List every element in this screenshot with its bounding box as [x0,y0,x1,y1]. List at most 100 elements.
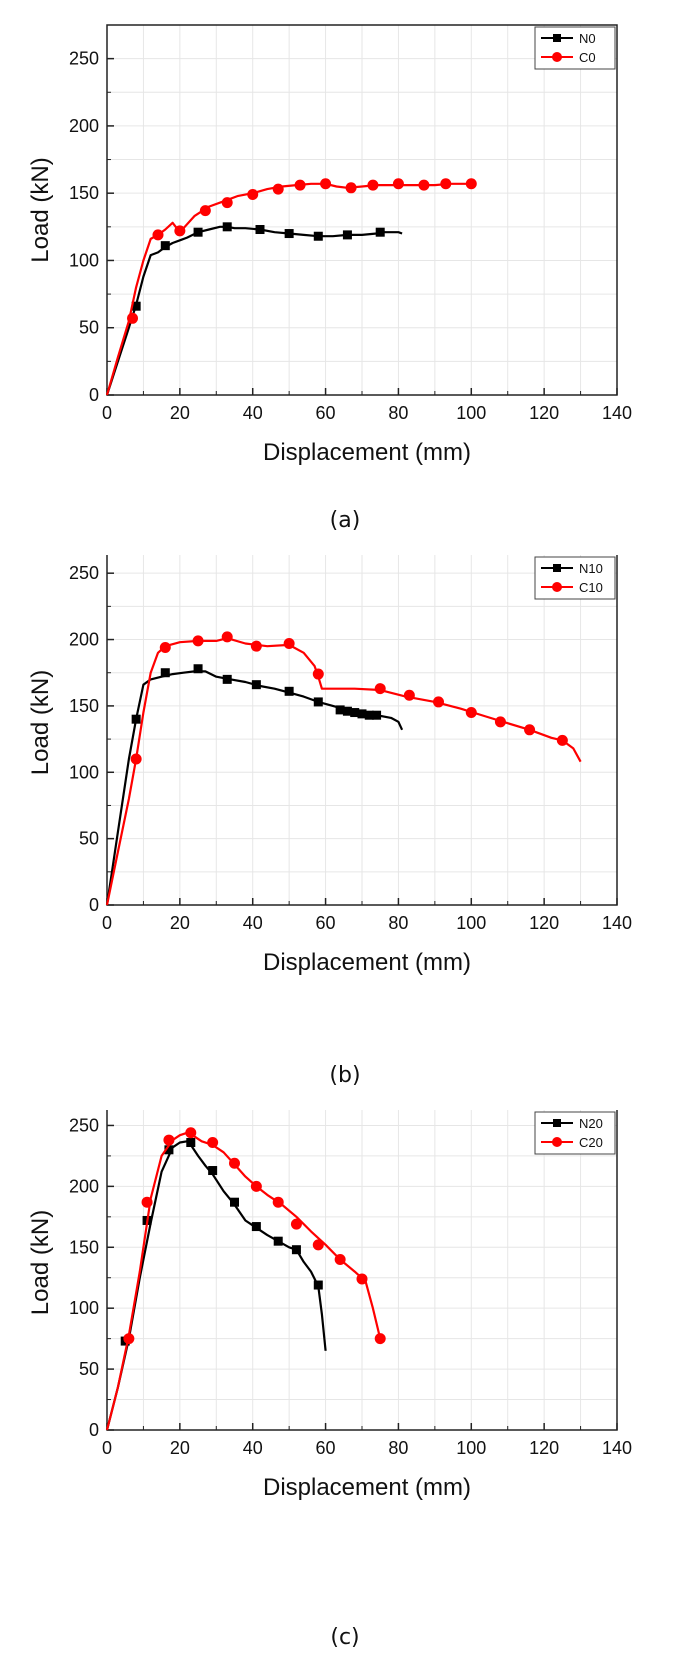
y-tick-label: 100 [69,250,99,270]
x-tick-label: 120 [529,403,559,423]
data-point-n20 [273,1236,283,1246]
y-tick-label: 50 [79,829,99,849]
series-line-n10 [105,670,404,906]
data-point-n20 [251,1222,261,1232]
legend-label: N10 [579,561,603,576]
data-point-n0 [160,241,170,251]
data-point-n0 [193,227,203,237]
legend-swatch-marker [553,1119,561,1127]
data-point-n10 [251,680,261,690]
data-point-c0 [247,189,259,201]
data-point-n10 [372,710,382,720]
y-tick-label: 50 [79,318,99,338]
legend-label: C0 [579,50,596,65]
legend-box [534,556,616,600]
chart-caption: (b) [329,1063,361,1088]
data-point-c0 [152,229,164,241]
data-point-n10 [357,709,367,719]
data-point-c0 [294,179,306,191]
y-tick-label: 150 [69,1237,99,1257]
x-tick-label: 60 [316,913,336,933]
chart-caption: (c) [330,1625,360,1650]
data-point-c10 [403,689,415,701]
data-point-c10 [159,642,171,654]
legend-swatch-marker [552,52,562,62]
data-point-c10 [250,640,262,652]
data-point-c20 [207,1137,219,1149]
x-tick-label: 20 [170,1438,190,1458]
legend-swatch-marker [552,582,562,592]
data-point-n20 [186,1138,196,1148]
chart-panel-c: 0 20 40 60 80 100 120 140 0 50 100 150 200 250 Displac… [0,1110,690,1675]
x-tick-label: 120 [529,1438,559,1458]
x-tick-label: 80 [388,403,408,423]
data-point-c20 [374,1333,386,1345]
x-tick-label: 60 [316,403,336,423]
data-point-c10 [494,716,506,728]
data-point-c10 [556,734,568,746]
x-tick-label: 80 [388,913,408,933]
x-tick-label: 80 [388,1438,408,1458]
data-point-c10 [283,638,295,650]
data-point-c20 [123,1333,135,1345]
data-point-c20 [229,1157,240,1169]
data-point-n0 [131,301,141,311]
x-tick-label: 0 [102,1438,112,1458]
y-axis-label: Load (kN) [27,157,54,262]
series-line-n0 [105,225,403,396]
data-point-c20 [272,1196,284,1208]
data-point-n10 [335,705,345,715]
y-tick-label: 100 [69,762,99,782]
y-tick-label: 0 [89,895,99,915]
chart-panel-b: 0 20 40 60 80 100 120 140 0 50 100 150 200 250 Displac… [0,555,690,1110]
data-point-n10 [284,686,294,696]
data-point-n0 [342,230,352,240]
data-point-n20 [291,1245,301,1255]
chart-caption: (a) [329,508,361,533]
y-tick-label: 0 [89,1420,99,1440]
x-tick-label: 140 [602,913,632,933]
y-tick-label: 200 [69,1176,99,1196]
x-tick-label: 100 [456,403,486,423]
series-line-c10 [105,637,582,906]
series-line-c0 [105,182,472,396]
data-point-c20 [250,1180,262,1192]
data-point-c20 [334,1253,346,1265]
y-tick-label: 250 [69,49,99,69]
x-tick-label: 0 [102,913,112,933]
y-axis-label: Load (kN) [27,1210,54,1315]
data-point-n10 [313,697,323,707]
legend-swatch-marker [552,1137,562,1147]
chart-svg: 0 20 40 60 80 100 120 140 0 50 100 150 200 250 Displac… [27,555,632,976]
data-point-n0 [222,222,232,232]
data-point-n10 [131,714,141,724]
y-axis-label: Load (kN) [27,670,54,775]
chart-panel-a: 0 20 40 60 80 100 120 140 0 50 100 150 200 250 Displac… [0,0,690,555]
data-point-c0 [320,178,332,190]
data-point-n20 [208,1166,218,1176]
data-point-c20 [141,1196,153,1208]
data-point-c0 [367,179,379,191]
data-point-c20 [163,1134,175,1146]
data-point-c20 [290,1218,302,1230]
data-point-c20 [356,1273,368,1285]
x-tick-label: 20 [170,913,190,933]
x-tick-label: 60 [316,1438,336,1458]
x-tick-label: 140 [602,403,632,423]
data-point-c0 [392,178,404,190]
data-point-c0 [174,225,186,237]
data-point-n0 [313,231,323,241]
data-point-c20 [185,1127,197,1139]
data-point-n20 [230,1197,239,1207]
legend-box [534,1111,616,1155]
data-point-n10 [193,664,203,674]
x-tick-label: 40 [243,403,263,423]
data-point-n10 [364,710,374,720]
data-point-n20 [313,1280,323,1290]
y-tick-label: 50 [79,1359,99,1379]
data-point-c10 [130,753,142,765]
x-axis-label: Displacement (mm) [263,949,471,976]
legend-swatch-marker [553,564,561,572]
data-point-c0 [221,197,233,209]
x-tick-label: 20 [170,403,190,423]
